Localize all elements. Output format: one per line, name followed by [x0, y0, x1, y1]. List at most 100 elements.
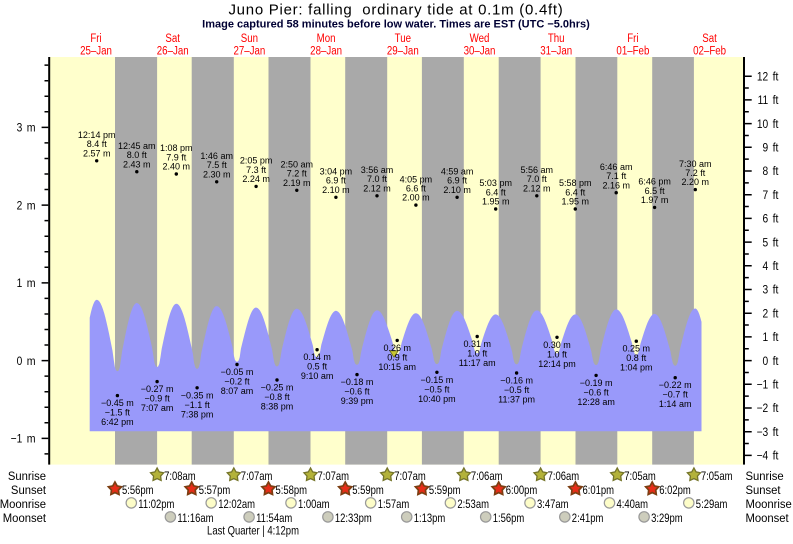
svg-text:5:58 pm: 5:58 pm	[559, 178, 592, 188]
svg-text:2: 2	[17, 200, 23, 213]
svg-text:1.95 m: 1.95 m	[562, 197, 590, 207]
svg-text:1.95 m: 1.95 m	[482, 197, 510, 207]
svg-text:−0.15 m: −0.15 m	[421, 375, 454, 385]
svg-text:3:04 pm: 3:04 pm	[320, 167, 353, 177]
svg-text:3: 3	[17, 122, 23, 135]
svg-text:ft: ft	[773, 284, 780, 297]
svg-text:−0.5 ft: −0.5 ft	[504, 385, 530, 395]
svg-text:Sat: Sat	[702, 32, 717, 45]
svg-text:3: 3	[763, 284, 769, 297]
svg-text:9:10 am: 9:10 am	[301, 371, 334, 381]
svg-text:12: 12	[757, 71, 768, 84]
svg-text:m: m	[27, 122, 36, 135]
svg-text:2:50 am: 2:50 am	[281, 160, 314, 170]
svg-text:6: 6	[763, 213, 769, 226]
svg-text:0.30 m: 0.30 m	[543, 340, 571, 350]
svg-text:ft: ft	[773, 142, 780, 155]
svg-text:ft: ft	[773, 260, 780, 273]
svg-text:2.43 m: 2.43 m	[123, 159, 151, 169]
svg-text:2.24 m: 2.24 m	[242, 174, 270, 184]
svg-text:31–Jan: 31–Jan	[540, 45, 572, 58]
svg-text:12:33pm: 12:33pm	[335, 512, 372, 525]
svg-text:7:05am: 7:05am	[701, 470, 733, 483]
svg-text:ft: ft	[773, 332, 780, 345]
svg-text:7:30 am: 7:30 am	[679, 159, 712, 169]
svg-text:0.31 m: 0.31 m	[463, 339, 491, 349]
svg-text:Moonrise: Moonrise	[0, 498, 46, 511]
svg-text:1.0 ft: 1.0 ft	[467, 349, 488, 359]
svg-text:m: m	[27, 200, 36, 213]
svg-text:−0.5 ft: −0.5 ft	[424, 384, 450, 394]
svg-text:3:29pm: 3:29pm	[651, 512, 683, 525]
svg-text:−0.7 ft: −0.7 ft	[663, 390, 689, 400]
svg-text:1:46 am: 1:46 am	[200, 151, 233, 161]
svg-text:2.57 m: 2.57 m	[83, 148, 111, 158]
svg-text:5:03 pm: 5:03 pm	[479, 178, 512, 188]
svg-text:1.97 m: 1.97 m	[641, 195, 669, 205]
svg-text:6.9 ft: 6.9 ft	[326, 176, 347, 186]
svg-text:7: 7	[763, 189, 769, 202]
svg-text:0.14 m: 0.14 m	[303, 352, 331, 362]
svg-text:Moonset: Moonset	[746, 511, 790, 524]
svg-text:ft: ft	[773, 308, 780, 321]
svg-text:4:40am: 4:40am	[617, 498, 649, 511]
svg-text:0.5 ft: 0.5 ft	[307, 362, 328, 372]
svg-text:7:06am: 7:06am	[471, 470, 503, 483]
svg-text:Fri: Fri	[90, 32, 101, 45]
svg-text:−4: −4	[757, 450, 769, 463]
svg-text:−0.9 ft: −0.9 ft	[144, 394, 170, 404]
svg-text:m: m	[27, 278, 36, 291]
svg-text:ft: ft	[773, 118, 780, 131]
svg-text:7.1 ft: 7.1 ft	[606, 171, 627, 181]
svg-text:12:14 pm: 12:14 pm	[78, 130, 116, 140]
svg-text:9:39 pm: 9:39 pm	[341, 396, 374, 406]
svg-text:Sat: Sat	[165, 32, 180, 45]
svg-text:1:14 am: 1:14 am	[659, 399, 692, 409]
svg-text:Sunset: Sunset	[746, 484, 782, 497]
svg-text:6:42 pm: 6:42 pm	[101, 417, 134, 427]
svg-text:6.6 ft: 6.6 ft	[406, 184, 427, 194]
svg-text:6.4 ft: 6.4 ft	[565, 187, 586, 197]
svg-text:Moonset: Moonset	[3, 511, 47, 524]
svg-text:−1.5 ft: −1.5 ft	[105, 408, 131, 418]
svg-text:11:16am: 11:16am	[177, 512, 213, 525]
svg-text:5:29am: 5:29am	[696, 498, 728, 511]
svg-text:0: 0	[763, 355, 769, 368]
svg-text:Thu: Thu	[548, 32, 565, 45]
svg-text:2: 2	[763, 308, 769, 321]
svg-text:−0.05 m: −0.05 m	[221, 367, 254, 377]
svg-text:3:47am: 3:47am	[537, 498, 569, 511]
svg-text:10:15 am: 10:15 am	[378, 362, 416, 372]
svg-text:1:00am: 1:00am	[298, 498, 330, 511]
svg-text:−0.18 m: −0.18 m	[341, 377, 374, 387]
svg-text:2.19 m: 2.19 m	[283, 178, 311, 188]
svg-text:02–Feb: 02–Feb	[693, 45, 726, 58]
svg-text:−2: −2	[757, 403, 769, 416]
svg-text:29–Jan: 29–Jan	[387, 45, 419, 58]
svg-text:7.9 ft: 7.9 ft	[166, 152, 187, 162]
svg-text:0.25 m: 0.25 m	[623, 344, 651, 354]
svg-text:6:00pm: 6:00pm	[506, 484, 538, 497]
svg-text:11:17 am: 11:17 am	[459, 358, 496, 368]
svg-text:−0.22 m: −0.22 m	[659, 380, 692, 390]
svg-text:5:57pm: 5:57pm	[199, 484, 231, 497]
svg-text:8.4 ft: 8.4 ft	[87, 139, 108, 149]
svg-text:5:58pm: 5:58pm	[276, 484, 308, 497]
svg-text:1:57am: 1:57am	[378, 498, 410, 511]
svg-text:7:07am: 7:07am	[241, 470, 273, 483]
svg-text:5: 5	[763, 237, 769, 250]
svg-text:Moonrise: Moonrise	[746, 498, 792, 511]
svg-text:7:08am: 7:08am	[164, 470, 196, 483]
svg-text:ft: ft	[773, 379, 780, 392]
svg-text:ft: ft	[773, 95, 780, 108]
svg-text:−1.1 ft: −1.1 ft	[184, 400, 210, 410]
svg-text:0: 0	[17, 355, 23, 368]
svg-text:Sunrise: Sunrise	[746, 470, 784, 483]
svg-text:6:01pm: 6:01pm	[583, 484, 615, 497]
svg-text:12:02am: 12:02am	[218, 498, 255, 511]
svg-text:6:46 pm: 6:46 pm	[638, 177, 671, 187]
svg-text:−0.6 ft: −0.6 ft	[344, 387, 370, 397]
svg-text:7.5 ft: 7.5 ft	[207, 160, 228, 170]
svg-text:7:07am: 7:07am	[394, 470, 426, 483]
svg-text:7:38 pm: 7:38 pm	[181, 409, 214, 419]
